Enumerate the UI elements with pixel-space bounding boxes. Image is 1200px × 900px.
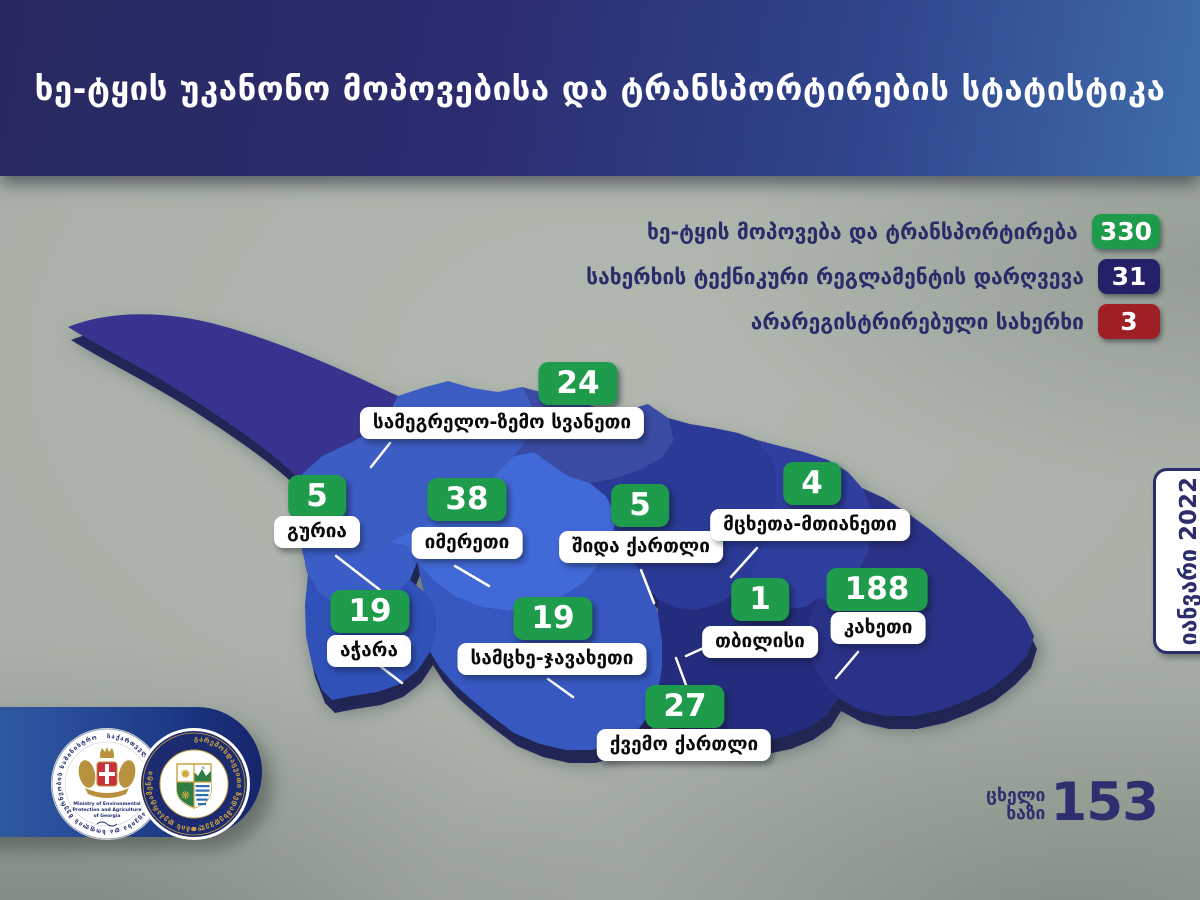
- hotline: ცხელი ხაზი 153: [986, 772, 1159, 833]
- ministry-of-environment-seal: საქართველოს გარემოს დაცვისა და სოფლის მე…: [51, 728, 163, 840]
- region-label-samtskhe: სამცხე-ჯავახეთი: [457, 643, 647, 675]
- sun-icon: ✹: [180, 768, 191, 783]
- birds-icon: ≈: [200, 765, 205, 772]
- date-text: იანვარი 2022: [1176, 476, 1200, 646]
- legend-label: ხე-ტყის მოპოვება და ტრანსპორტირება: [646, 219, 1078, 244]
- leader-line: [546, 677, 575, 699]
- region-count-badge-imereti: 38: [427, 478, 507, 521]
- environmental-supervision-department-seal: გარემოსდაცვითი ზედამხედველობის დეპარტამე…: [138, 728, 250, 840]
- hotline-word-2: ხაზი: [1006, 804, 1046, 824]
- hotline-word-1: ცხელი: [986, 786, 1046, 806]
- leader-line: [369, 441, 392, 469]
- region-count-badge-guria: 5: [288, 475, 346, 518]
- coat-of-arms: [78, 747, 136, 798]
- leader-line: [453, 564, 491, 588]
- leader-line: [674, 656, 688, 687]
- seal-text-line: Ministry of Environmental: [73, 801, 141, 807]
- region-count-badge-kvemo-kartli: 27: [645, 685, 725, 728]
- legend-row: სახერხის ტექნიკური რეგლამენტის დარღვევა …: [586, 259, 1160, 294]
- region-label-guria: გურია: [274, 516, 360, 548]
- seal-text-line: Protection and Agriculture: [73, 807, 142, 813]
- shield-emblem: ✹ ❋ ≈: [176, 763, 212, 809]
- leader-line: [334, 554, 382, 592]
- region-label-imereti: იმერეთი: [411, 527, 523, 559]
- legend-label: სახერხის ტექნიკური რეგლამენტის დარღვევა: [586, 264, 1084, 289]
- legend-label: არარეგისტრირებული სახერხი: [750, 309, 1084, 334]
- legend-value-badge: 330: [1091, 214, 1160, 249]
- legend: ხე-ტყის მოპოვება და ტრანსპორტირება 330 ს…: [586, 214, 1160, 339]
- region-label-mtskheta-mtianeti: მცხეთა-მთიანეთი: [710, 509, 910, 541]
- region-count-badge-adjara: 19: [330, 590, 410, 633]
- leader-line: [729, 546, 759, 579]
- region-label-tbilisi: თბილისი: [702, 626, 818, 658]
- leader-line: [834, 650, 860, 680]
- hotline-label: ცხელი ხაზი: [986, 787, 1045, 823]
- leader-lines: [334, 441, 860, 699]
- region-count-badge-tbilisi: 1: [731, 578, 789, 621]
- region-count-badge-kakheti: 188: [826, 568, 928, 611]
- leader-line: [639, 568, 656, 605]
- hotline-number: 153: [1050, 772, 1159, 833]
- region-count-badge-samtskhe: 19: [513, 597, 593, 640]
- region-count-badge-mtskheta-mtianeti: 4: [783, 462, 841, 505]
- region-label-samegrelo: სამეგრელო-ზემო სვანეთი: [359, 407, 645, 439]
- plant-icon: ❋: [181, 789, 190, 802]
- header-bar: ხე-ტყის უკანონო მოპოვებისა და ტრანსპორტი…: [0, 0, 1200, 176]
- region-label-shida-kartli: შიდა ქართლი: [559, 531, 723, 563]
- legend-value-badge: 31: [1098, 259, 1160, 294]
- region-count-badge-samegrelo: 24: [538, 362, 618, 405]
- region-label-kakheti: კახეთი: [830, 612, 926, 644]
- page-title: ხე-ტყის უკანონო მოპოვებისა და ტრანსპორტი…: [34, 68, 1166, 108]
- legend-value-badge: 3: [1098, 304, 1160, 339]
- region-count-badge-shida-kartli: 5: [611, 484, 669, 527]
- legend-row: ხე-ტყის მოპოვება და ტრანსპორტირება 330: [647, 214, 1160, 249]
- region-label-adjara: აჭარა: [327, 635, 411, 667]
- waves-icon: [195, 785, 210, 806]
- leader-line: [378, 664, 404, 685]
- date-badge: იანვარი 2022: [1153, 468, 1200, 654]
- region-label-kvemo-kartli: ქვემო ქართლი: [596, 729, 772, 761]
- seal-text-line: of Georgia: [93, 813, 120, 819]
- legend-row: არარეგისტრირებული სახერხი 3: [751, 304, 1160, 339]
